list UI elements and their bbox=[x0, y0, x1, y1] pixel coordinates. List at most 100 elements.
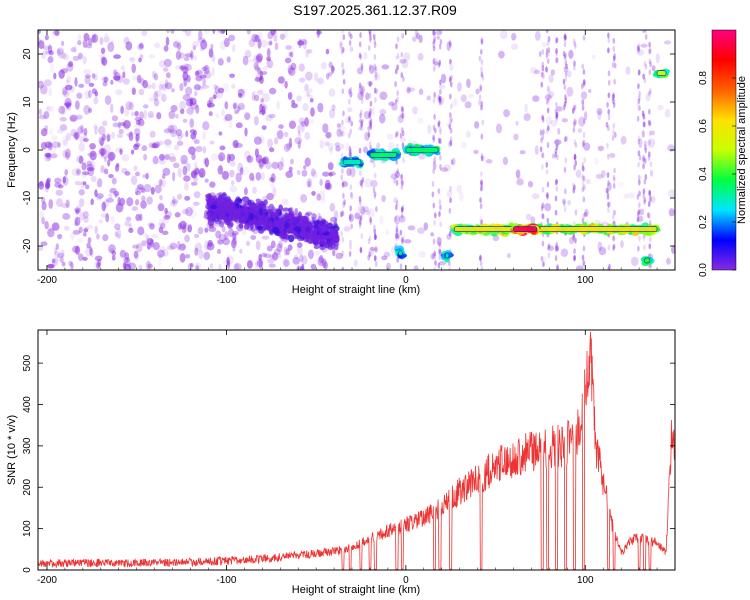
heatmap-streak bbox=[400, 212, 404, 219]
heatmap-speckle bbox=[208, 48, 214, 58]
heatmap-speckle bbox=[325, 73, 330, 80]
snr-background bbox=[38, 330, 675, 570]
heatmap-streak bbox=[607, 92, 611, 99]
heatmap-speckle bbox=[338, 125, 346, 133]
heatmap-speckle bbox=[393, 197, 398, 204]
snr-x-axis: -200 -100 0 100 bbox=[37, 330, 676, 586]
heatmap-speckle bbox=[239, 167, 244, 175]
heatmap-speckle bbox=[319, 178, 323, 187]
heatmap-streak bbox=[606, 172, 610, 179]
heatmap-streak bbox=[350, 223, 353, 230]
heatmap-speckle bbox=[203, 251, 211, 261]
heatmap-speckle bbox=[328, 108, 336, 119]
heatmap-streak bbox=[573, 104, 577, 111]
heatmap-speckle bbox=[77, 33, 82, 42]
heatmap-speckle bbox=[113, 75, 121, 81]
heatmap-speckle bbox=[203, 30, 211, 35]
heatmap-speckle bbox=[215, 113, 220, 119]
heatmap-speckle bbox=[637, 215, 644, 222]
heatmap-speckle bbox=[325, 48, 330, 55]
heatmap-speckle bbox=[303, 165, 307, 170]
heatmap-speckle bbox=[143, 109, 147, 120]
heatmap-speckle bbox=[278, 240, 283, 249]
heatmap-streak bbox=[401, 127, 404, 134]
heatmap-streak bbox=[395, 235, 398, 242]
heatmap-speckle bbox=[165, 82, 173, 90]
heatmap-speckle bbox=[317, 256, 325, 267]
heatmap-speckle bbox=[121, 167, 128, 174]
heatmap-streak bbox=[581, 173, 584, 180]
heatmap-speckle bbox=[479, 215, 483, 226]
colorbar-tick-label: 0.0 bbox=[698, 263, 709, 277]
heatmap-streak bbox=[394, 68, 398, 75]
heatmap-streak bbox=[432, 202, 436, 209]
heatmap-speckle bbox=[253, 62, 259, 70]
heatmap-streak bbox=[612, 129, 615, 136]
heatmap-speckle bbox=[259, 259, 263, 270]
heatmap-speckle bbox=[209, 181, 216, 188]
heatmap-streak bbox=[342, 110, 345, 117]
heatmap-streak bbox=[358, 41, 362, 48]
heatmap-streak bbox=[564, 94, 567, 101]
heatmap-streak bbox=[448, 40, 452, 47]
heatmap-streak bbox=[478, 94, 482, 101]
heatmap-speckle bbox=[224, 231, 229, 241]
y-tick-label: 400 bbox=[22, 396, 33, 413]
heatmap-streak bbox=[432, 45, 436, 52]
heatmap-streak bbox=[607, 47, 610, 54]
heatmap-speckle bbox=[51, 141, 60, 148]
heatmap-speckle bbox=[187, 262, 193, 270]
heatmap-streak bbox=[554, 255, 558, 262]
heatmap-streak bbox=[542, 73, 545, 80]
heatmap-streak bbox=[563, 35, 567, 42]
heatmap-speckle bbox=[438, 261, 446, 266]
heatmap-speckle bbox=[198, 249, 204, 260]
heatmap-speckle bbox=[123, 256, 130, 263]
heatmap-speckle bbox=[140, 200, 147, 209]
heatmap-speckle bbox=[412, 36, 417, 42]
heatmap-speckle bbox=[226, 260, 231, 270]
heatmap-streak bbox=[349, 243, 352, 250]
heatmap-speckle bbox=[456, 184, 462, 194]
heatmap-streak bbox=[432, 97, 436, 104]
heatmap-streak bbox=[648, 58, 652, 65]
heatmap-streak bbox=[581, 141, 585, 148]
heatmap-speckle bbox=[38, 114, 47, 120]
heatmap-speckle bbox=[636, 101, 641, 111]
heatmap-speckle bbox=[363, 146, 369, 153]
heatmap-streak bbox=[396, 36, 400, 43]
heatmap-speckle bbox=[432, 31, 436, 37]
heatmap-speckle bbox=[100, 148, 105, 157]
heatmap-streak bbox=[340, 130, 343, 137]
heatmap-streak bbox=[582, 78, 586, 85]
heatmap-streak bbox=[582, 212, 586, 219]
heatmap-speckle bbox=[89, 246, 93, 256]
heatmap-speckle bbox=[161, 230, 169, 236]
y-tick-label: 100 bbox=[22, 520, 33, 537]
heatmap-speckle bbox=[158, 257, 162, 267]
heatmap-streak bbox=[541, 152, 544, 159]
heatmap-speckle bbox=[655, 53, 660, 64]
heatmap-speckle bbox=[218, 152, 226, 162]
heatmap-speckle bbox=[190, 170, 198, 179]
heatmap-cells bbox=[38, 30, 675, 270]
heatmap-speckle bbox=[92, 123, 98, 130]
heatmap-speckle bbox=[584, 111, 588, 120]
heatmap-speckle bbox=[597, 110, 602, 121]
heatmap-streak bbox=[478, 55, 482, 62]
heatmap-speckle bbox=[591, 54, 596, 60]
heatmap-speckle bbox=[45, 105, 51, 112]
heatmap-streak bbox=[372, 187, 376, 194]
heatmap-streak bbox=[479, 197, 482, 204]
heatmap-speckle bbox=[110, 40, 114, 45]
heatmap-cloud bbox=[289, 216, 298, 224]
heatmap-speckle bbox=[131, 63, 137, 74]
snr-ylabel: SNR (10 * v/v) bbox=[6, 415, 18, 485]
heatmap-streak bbox=[449, 58, 452, 65]
heatmap-streak bbox=[572, 126, 576, 133]
heatmap-streak bbox=[481, 119, 485, 126]
heatmap-streak bbox=[400, 173, 403, 180]
heatmap-streak bbox=[611, 214, 615, 221]
heatmap-speckle bbox=[84, 74, 91, 79]
heatmap-cloud bbox=[229, 202, 235, 210]
